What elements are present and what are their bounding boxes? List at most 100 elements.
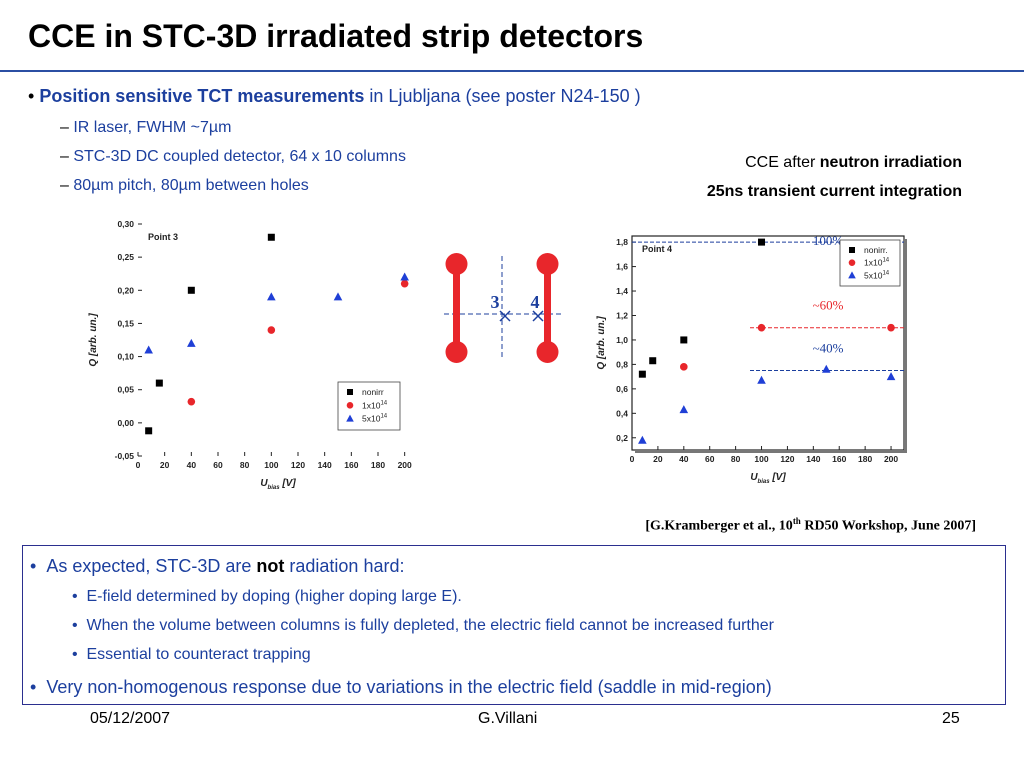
data-point — [333, 292, 343, 301]
box-bullet-2-text: Very non-homogenous response due to vari… — [46, 677, 772, 697]
point-3-cross-icon — [499, 310, 511, 322]
x-axis-label-main: U — [750, 472, 758, 483]
legend-marker — [848, 271, 856, 279]
caption-line-2: 25ns transient current integration — [706, 183, 962, 200]
legend-entry-sup: 14 — [380, 400, 387, 406]
x-tick-label: 180 — [858, 454, 872, 464]
x-tick-label: 160 — [344, 460, 358, 470]
data-point — [757, 375, 766, 384]
legend-entry: nonirr. — [864, 245, 888, 255]
y-tick-label: 0,6 — [616, 384, 628, 394]
legend-entry-sup: 14 — [380, 414, 387, 420]
data-point — [187, 397, 196, 406]
box-bullet-2: • Very non-homogenous response due to va… — [30, 677, 772, 698]
y-tick-label: 0,25 — [117, 252, 134, 262]
box-sub-1: • E-field determined by doping (higher d… — [72, 588, 462, 606]
x-tick-label: 40 — [679, 454, 689, 464]
data-point — [267, 326, 276, 334]
x-axis-label-unit: [V] — [280, 478, 297, 489]
y-tick-label: 0,10 — [117, 352, 134, 362]
x-tick-label: 200 — [398, 460, 412, 470]
data-point — [638, 370, 646, 378]
x-tick-label: 80 — [240, 460, 250, 470]
reference-line-label: ~60% — [813, 298, 844, 313]
legend-entry: 5x1014 — [864, 270, 890, 280]
dash-icon: – — [60, 148, 74, 165]
bullet-dot: • — [72, 588, 87, 605]
box-bullet-1-pre: As expected, STC-3D are — [46, 556, 257, 576]
legend-entry-name: nonirr — [362, 387, 384, 397]
sub-bullet-laser: – IR laser, FWHM ~7µm — [60, 119, 231, 137]
x-tick-label: 20 — [653, 454, 663, 464]
y-tick-label: 0,00 — [117, 418, 134, 428]
x-tick-label: 180 — [371, 460, 385, 470]
bullet-dot: • — [28, 86, 40, 106]
y-tick-label: 0,05 — [117, 385, 134, 395]
x-tick-label: 0 — [630, 454, 635, 464]
footer-author: G.Villani — [478, 710, 538, 727]
x-axis-label-sub: bias — [268, 485, 281, 491]
reference-citation: [G.Kramberger et al., 10th RD50 Workshop… — [645, 516, 976, 535]
data-point — [187, 286, 195, 294]
y-tick-label: 0,8 — [616, 359, 628, 369]
y-tick-label: 1,4 — [616, 286, 628, 296]
data-point — [267, 292, 276, 301]
box-sub-2: • When the volume between columns is ful… — [72, 617, 774, 635]
data-point — [680, 336, 688, 344]
caption-pre: CCE after — [745, 154, 820, 171]
box-sub-2-text: When the volume between columns is fully… — [86, 617, 775, 634]
legend-entry-name: 1x10 — [864, 258, 883, 268]
x-tick-label: 60 — [213, 460, 223, 470]
x-tick-label: 100 — [754, 454, 768, 464]
y-axis-label: Q [arb. un.] — [596, 316, 607, 370]
caption-bold: neutron irradiation — [819, 154, 962, 171]
x-tick-label: 120 — [780, 454, 794, 464]
legend-entry-name: 5x10 — [864, 270, 883, 280]
reference-pre: [G.Kramberger et al., 10 — [645, 518, 793, 534]
caption-line-1: CCE after neutron irradiation — [745, 154, 962, 172]
data-point — [649, 357, 657, 365]
x-tick-label: 40 — [187, 460, 197, 470]
reference-line-label: ~40% — [813, 341, 844, 356]
footer-date: 05/12/2007 — [90, 710, 171, 727]
x-axis-label-unit: [V] — [770, 472, 787, 483]
bullet-dot: • — [72, 646, 87, 663]
data-point — [758, 238, 766, 246]
page-title: CCE in STC-3D irradiated strip detectors — [28, 18, 644, 54]
x-axis-label: Ubias [V] — [750, 472, 786, 485]
x-tick-label: 100 — [264, 460, 278, 470]
x-tick-label: 20 — [160, 460, 170, 470]
box-sub-3: • Essential to counteract trapping — [72, 646, 311, 664]
x-tick-label: 140 — [806, 454, 820, 464]
electrode-schematic: 3 4 — [444, 253, 564, 363]
legend-entry: 5x1014 — [362, 414, 388, 424]
point-annotation: Point 4 — [642, 244, 672, 254]
sub-bullet-detector-text: STC-3D DC coupled detector, 64 x 10 colu… — [73, 148, 406, 165]
sub-bullet-pitch-text: 80µm pitch, 80µm between holes — [73, 177, 309, 194]
sub-bullet-detector: – STC-3D DC coupled detector, 64 x 10 co… — [60, 148, 406, 166]
legend-marker — [346, 402, 354, 409]
x-tick-label: 140 — [318, 460, 332, 470]
x-tick-label: 60 — [705, 454, 715, 464]
x-axis-label: Ubias [V] — [260, 478, 296, 491]
chart-point-3: -0,05 0,00 0,05 0,10 0,15 0,20 0,25 0,30 0 20 40 60… — [88, 219, 412, 491]
title-rule — [0, 70, 1024, 72]
dash-icon: – — [60, 119, 74, 136]
bullet-main-rest: in Ljubljana (see poster N24-150 ) — [364, 86, 641, 106]
data-point — [400, 272, 409, 281]
x-tick-label: 0 — [136, 460, 141, 470]
sub-bullet-pitch: – 80µm pitch, 80µm between holes — [60, 177, 309, 195]
data-point — [886, 372, 896, 381]
point-4-cross-icon — [532, 310, 544, 322]
data-point — [187, 338, 196, 347]
bullet-dot: • — [30, 677, 47, 697]
legend-entry-name: 5x10 — [362, 414, 381, 424]
legend-entry-name: nonirr. — [864, 245, 888, 255]
legend-entry: nonirr — [362, 387, 384, 397]
data-point — [821, 364, 831, 373]
y-axis-label: Q [arb. un.] — [88, 313, 99, 367]
point-annotation: Point 3 — [148, 232, 178, 242]
data-point — [757, 323, 766, 332]
y-tick-label: 0,4 — [616, 408, 628, 418]
box-sub-3-text: Essential to counteract trapping — [86, 646, 311, 663]
